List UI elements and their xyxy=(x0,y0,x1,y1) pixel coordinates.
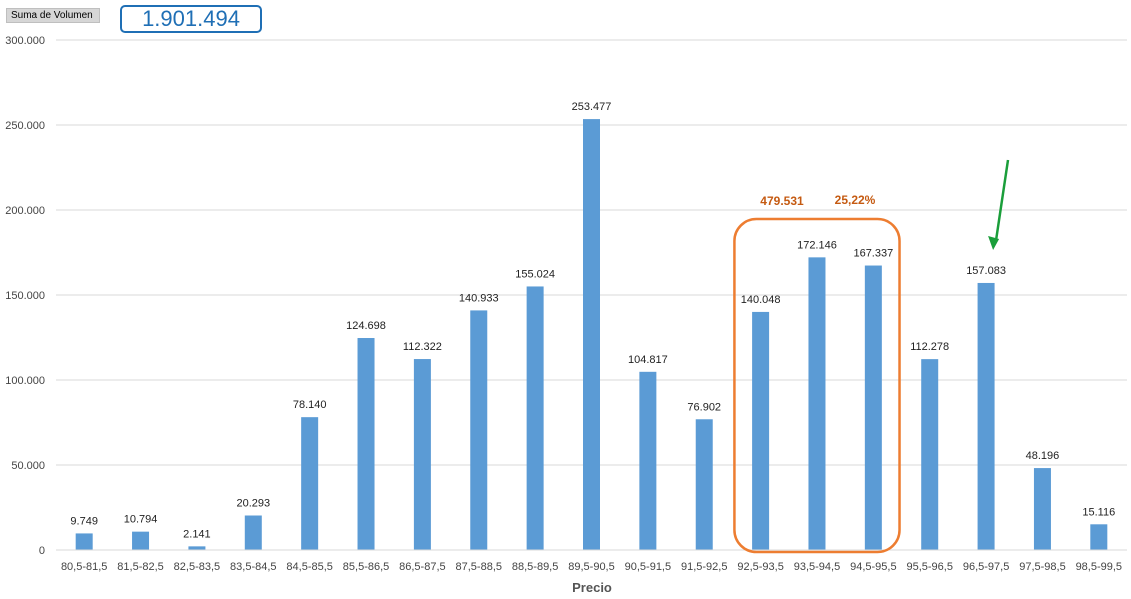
bar-90,5-91,5[interactable] xyxy=(639,371,657,550)
bar-91,5-92,5[interactable] xyxy=(695,419,713,550)
data-label: 78.140 xyxy=(293,399,327,411)
group-sum-annotation: 479.531 xyxy=(760,194,804,208)
x-axis-title: Precio xyxy=(572,580,612,595)
bar-92,5-93,5[interactable] xyxy=(752,311,770,550)
y-tick-label: 150.000 xyxy=(5,290,45,302)
data-label: 155.024 xyxy=(515,268,555,280)
bar-96,5-97,5[interactable] xyxy=(977,282,995,550)
data-label: 253.477 xyxy=(572,101,612,113)
bars xyxy=(75,119,1108,550)
bar-85,5-86,5[interactable] xyxy=(357,338,375,550)
bar-86,5-87,5[interactable] xyxy=(413,359,431,550)
x-axis-ticks: 80,5-81,5 81,5-82,5 82,5-83,5 83,5-84,5 84,5… xyxy=(61,561,1122,573)
bar-89,5-90,5[interactable] xyxy=(583,119,600,550)
bar-81,5-82,5[interactable] xyxy=(132,531,150,550)
x-tick-label: 93,5-94,5 xyxy=(794,561,840,573)
x-tick-label: 90,5-91,5 xyxy=(625,561,671,573)
bar-88,5-89,5[interactable] xyxy=(526,286,544,550)
x-tick-label: 95,5-96,5 xyxy=(906,561,952,573)
bar-80,5-81,5[interactable] xyxy=(75,533,93,550)
x-tick-label: 87,5-88,5 xyxy=(456,561,502,573)
data-label: 112.322 xyxy=(403,341,442,353)
x-tick-label: 82,5-83,5 xyxy=(174,561,220,573)
data-labels: 9.749 10.794 2.141 20.293 78.140 124.698 112.3… xyxy=(70,101,1115,540)
y-tick-label: 100.000 xyxy=(5,375,45,387)
y-tick-label: 0 xyxy=(39,545,45,557)
x-tick-label: 88,5-89,5 xyxy=(512,561,558,573)
x-tick-label: 92,5-93,5 xyxy=(737,561,783,573)
x-tick-label: 97,5-98,5 xyxy=(1019,561,1065,573)
bar-95,5-96,5[interactable] xyxy=(921,359,939,550)
green-arrow-icon xyxy=(988,159,1010,250)
x-tick-label: 81,5-82,5 xyxy=(117,561,163,573)
x-tick-label: 83,5-84,5 xyxy=(230,561,276,573)
x-tick-label: 84,5-85,5 xyxy=(286,561,332,573)
bar-84,5-85,5[interactable] xyxy=(301,417,319,550)
data-label: 20.293 xyxy=(236,498,270,510)
data-label: 112.278 xyxy=(910,341,949,353)
data-label: 124.698 xyxy=(346,320,386,332)
bar-93,5-94,5[interactable] xyxy=(808,257,826,550)
data-label: 172.146 xyxy=(797,239,837,251)
data-label: 167.337 xyxy=(853,248,893,260)
bar-94,5-95,5[interactable] xyxy=(864,265,882,550)
data-label: 9.749 xyxy=(70,515,98,527)
data-label: 10.794 xyxy=(124,514,158,526)
data-label: 48.196 xyxy=(1026,450,1060,462)
y-tick-label: 300.000 xyxy=(5,35,45,47)
bar-83,5-84,5[interactable] xyxy=(244,515,262,550)
y-tick-label: 250.000 xyxy=(5,120,45,132)
x-tick-label: 98,5-99,5 xyxy=(1076,561,1122,573)
y-tick-label: 200.000 xyxy=(5,205,45,217)
data-label: 76.902 xyxy=(687,401,721,413)
pivot-field-button[interactable]: Suma de Volumen xyxy=(6,8,100,23)
total-volume-box: 1.901.494 xyxy=(120,5,262,33)
data-label: 140.933 xyxy=(459,292,499,304)
y-axis-ticks: 0 50.000 100.000 150.000 200.000 250.000 300.0… xyxy=(5,35,45,557)
group-percent-annotation: 25,22% xyxy=(835,193,876,207)
data-label: 2.141 xyxy=(183,528,211,540)
data-label: 157.083 xyxy=(966,265,1006,277)
data-label: 104.817 xyxy=(628,354,668,366)
x-tick-label: 86,5-87,5 xyxy=(399,561,445,573)
data-label: 140.048 xyxy=(741,294,781,306)
data-label: 15.116 xyxy=(1082,506,1115,518)
x-tick-label: 85,5-86,5 xyxy=(343,561,389,573)
bar-97,5-98,5[interactable] xyxy=(1033,468,1051,550)
x-tick-label: 96,5-97,5 xyxy=(963,561,1009,573)
x-tick-label: 91,5-92,5 xyxy=(681,561,727,573)
bar-87,5-88,5[interactable] xyxy=(470,310,488,550)
arrow-head xyxy=(988,236,1000,250)
arrow-shaft xyxy=(994,159,1010,241)
x-tick-label: 94,5-95,5 xyxy=(850,561,896,573)
bar-98,5-99,5[interactable] xyxy=(1090,524,1108,550)
x-tick-label: 89,5-90,5 xyxy=(568,561,614,573)
bar-82,5-83,5[interactable] xyxy=(188,546,206,550)
highlight-box xyxy=(733,217,901,554)
y-tick-label: 50.000 xyxy=(11,460,45,472)
x-tick-label: 80,5-81,5 xyxy=(61,561,107,573)
